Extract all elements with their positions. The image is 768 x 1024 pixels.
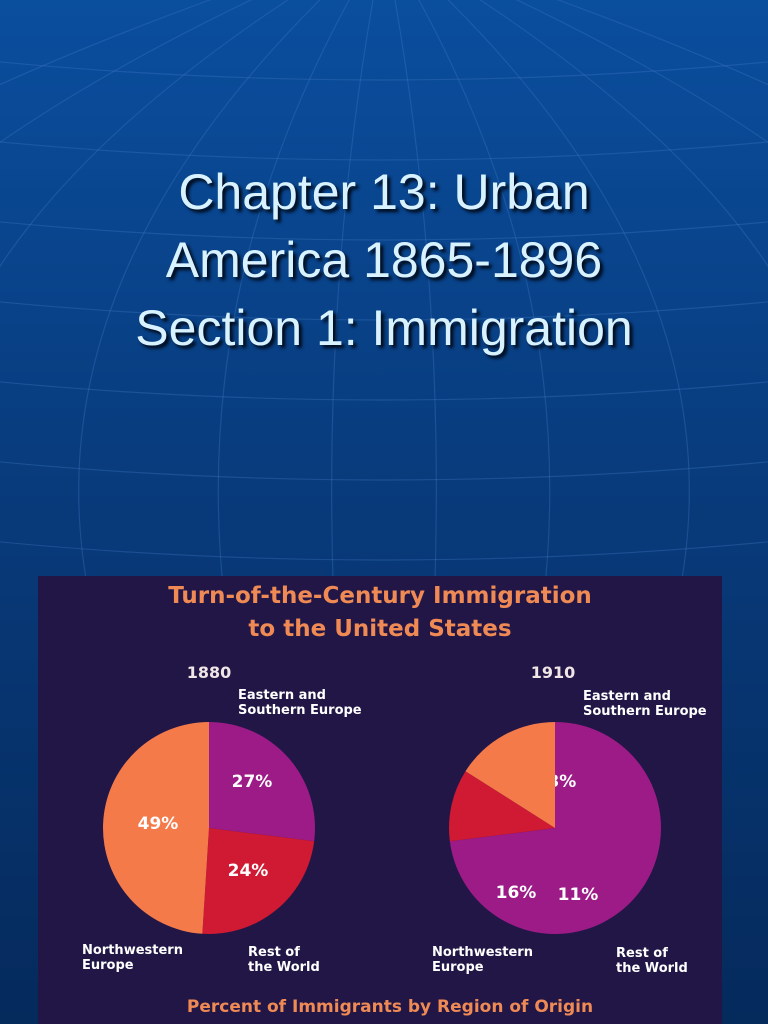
pie-slice-1910-0 xyxy=(449,722,662,934)
pie-category-label-1880-1: Rest of the World xyxy=(248,945,320,975)
pie-value-label-1880-2: 49% xyxy=(138,814,179,834)
pie-slice-1880-2 xyxy=(103,722,209,934)
pie-category-label-1910-1: Rest of the World xyxy=(616,946,688,976)
title-line-1: Chapter 13: Urban xyxy=(178,164,590,220)
immigration-chart-panel: Turn-of-the-Century Immigration to the U… xyxy=(38,576,722,1024)
immigration-pie-charts: Turn-of-the-Century Immigration to the U… xyxy=(82,583,707,1017)
pie-category-label-1910-2: Northwestern Europe xyxy=(432,945,533,975)
pie-category-label-1880-0: Eastern and Southern Europe xyxy=(238,688,362,718)
title-line-3: Section 1: Immigration xyxy=(135,300,633,356)
title-line-2: America 1865-1896 xyxy=(165,232,603,288)
chart-caption: Percent of Immigrants by Region of Origi… xyxy=(187,997,593,1017)
chart-title-line-2: to the United States xyxy=(248,616,511,642)
chart-title-line-1: Turn-of-the-Century Immigration xyxy=(168,583,592,609)
pie-year-1910: 1910 xyxy=(531,663,576,682)
slide-title: Chapter 13: Urban America 1865-1896 Sect… xyxy=(0,158,768,362)
pie-slice-1910-1 xyxy=(449,771,555,842)
pie-slice-1910-2 xyxy=(465,722,555,828)
pie-slice-1880-0 xyxy=(209,722,315,842)
pie-slice-1880-1 xyxy=(202,828,315,934)
pie-category-label-1880-2: Northwestern Europe xyxy=(82,943,183,973)
pie-value-label-1910-1: 11% xyxy=(558,885,599,905)
pie-value-label-1880-0: 27% xyxy=(232,772,273,792)
pie-value-label-1910-2: 16% xyxy=(496,883,537,903)
pie-year-1880: 1880 xyxy=(187,663,232,682)
pie-category-label-1910-0: Eastern and Southern Europe xyxy=(583,689,707,719)
pie-value-label-1880-1: 24% xyxy=(228,861,269,881)
